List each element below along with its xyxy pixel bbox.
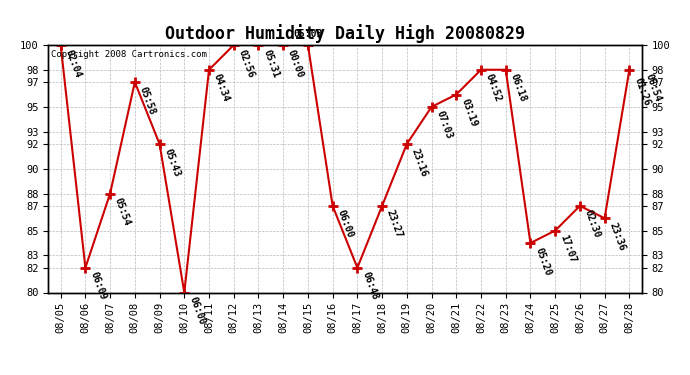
Text: 04:52: 04:52 — [484, 72, 503, 104]
Text: 05:03: 05:03 — [293, 30, 323, 39]
Text: 17:07: 17:07 — [558, 233, 578, 264]
Text: 05:20: 05:20 — [533, 246, 553, 277]
Text: 02:04: 02:04 — [63, 48, 83, 79]
Text: 04:34: 04:34 — [212, 72, 231, 104]
Text: 23:27: 23:27 — [385, 209, 404, 240]
Text: 23:36: 23:36 — [607, 221, 627, 252]
Text: Copyright 2008 Cartronics.com: Copyright 2008 Cartronics.com — [51, 50, 207, 59]
Text: 02:56: 02:56 — [237, 48, 256, 79]
Text: 07:03: 07:03 — [434, 110, 454, 141]
Text: 00:00: 00:00 — [286, 48, 306, 79]
Text: 06:18: 06:18 — [509, 72, 528, 104]
Text: 06:09: 06:09 — [88, 270, 108, 302]
Text: 02:30: 02:30 — [582, 209, 602, 240]
Text: 05:58: 05:58 — [137, 85, 157, 116]
Text: 05:43: 05:43 — [162, 147, 181, 178]
Text: 05:31: 05:31 — [262, 48, 281, 79]
Text: 05:54: 05:54 — [113, 196, 132, 227]
Text: 03:19: 03:19 — [459, 97, 478, 128]
Text: 06:54
01:26: 06:54 01:26 — [632, 72, 662, 108]
Text: 06:00: 06:00 — [335, 209, 355, 240]
Title: Outdoor Humidity Daily High 20080829: Outdoor Humidity Daily High 20080829 — [165, 24, 525, 44]
Text: 06:00: 06:00 — [187, 295, 206, 326]
Text: 06:48: 06:48 — [360, 270, 380, 302]
Text: 23:16: 23:16 — [410, 147, 429, 178]
